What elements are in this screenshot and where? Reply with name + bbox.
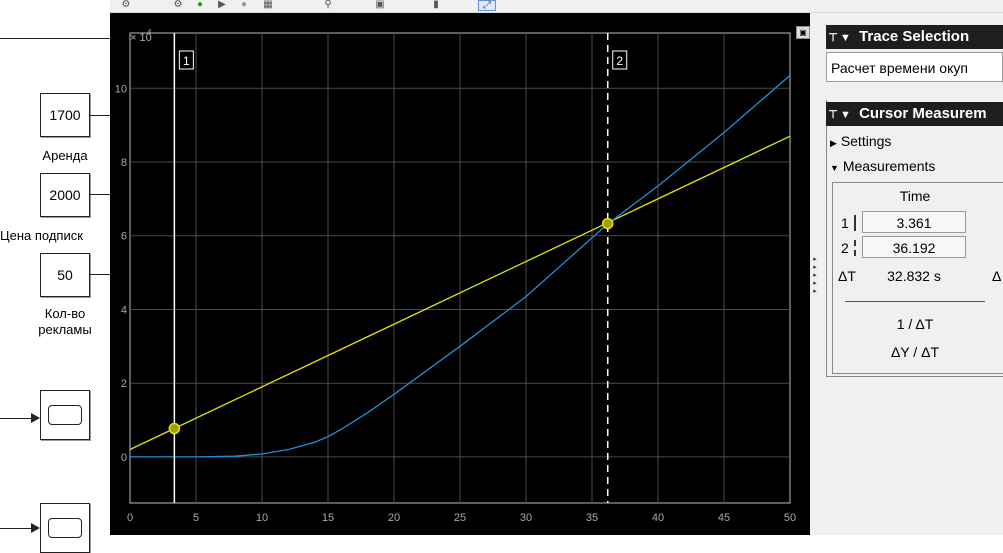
x-tick-label: 40 (652, 512, 664, 524)
measure-icon[interactable]: ⤢ (478, 0, 496, 11)
constant-block-price[interactable]: 2000 (40, 173, 90, 217)
signal-line (90, 194, 110, 195)
arrow-icon (31, 523, 40, 533)
lines (129, 74, 791, 458)
zoom-icon[interactable]: ⚲ (324, 0, 332, 9)
x-tick-label: 30 (520, 512, 532, 524)
step-icon[interactable]: ▶ (218, 0, 226, 9)
cursor-label-box[interactable] (612, 50, 628, 70)
x-tick-label: 35 (586, 512, 598, 524)
divider (845, 301, 985, 302)
x-tick-label: 20 (388, 512, 400, 524)
scope-toolbar: ⚙ ⚙ ● ▶ ● ▦ ⚲ ▣ ▮ ⤢ (110, 0, 1003, 13)
x-tick-label: 25 (454, 512, 466, 524)
y-tick-label: 6 (121, 231, 127, 243)
delta-t-value: 32.832 s (887, 268, 941, 284)
y-tick-label: 8 (121, 157, 127, 169)
trace-selection-header[interactable]: ⊤ ▼ Trace Selection (826, 25, 1003, 49)
constant-value: 50 (57, 267, 73, 283)
signal-line (0, 528, 34, 529)
constant-value: 1700 (49, 107, 81, 123)
cursor-label: 1 (183, 54, 190, 68)
expand-arrow-icon: ▶ (830, 138, 837, 148)
y-tick-label: 10 (115, 83, 127, 95)
step-back-icon[interactable]: ⚙ (173, 0, 183, 9)
measurements-toggle[interactable]: ▼ Measurements (830, 158, 935, 174)
cursor-label: 2 (616, 54, 623, 68)
signal-line (0, 38, 110, 39)
slope-label: ΔY / ΔT (890, 344, 939, 360)
x-tick-label: 15 (322, 512, 334, 524)
y-tick-label: 2 (121, 378, 127, 390)
pin-icon[interactable]: ⊤ (828, 109, 838, 121)
block-label: рекламы (38, 322, 92, 337)
grid (129, 32, 791, 504)
collapse-icon[interactable]: ▼ (840, 32, 851, 44)
stop-icon[interactable]: ● (240, 0, 248, 9)
expand-icon[interactable]: ▣ (796, 26, 810, 39)
cursor-label-box[interactable] (178, 50, 194, 70)
axis-exponent-power: 4 (147, 28, 152, 37)
constant-value: 2000 (49, 187, 81, 203)
cursor1-solid-icon (854, 215, 856, 231)
cursor1-index: 1 (841, 215, 849, 231)
x-tick-label: 0 (127, 512, 133, 524)
cursor-marker (168, 422, 181, 435)
inverse-delta-t-label: 1 / ΔT (896, 316, 934, 332)
scope-screen-icon (48, 518, 82, 538)
cursor2-dashed-icon (854, 240, 856, 256)
scope-block[interactable] (40, 390, 90, 440)
settings-toggle[interactable]: ▶ Settings (830, 133, 891, 149)
run-icon[interactable]: ● (196, 0, 204, 9)
block-label: Аренда (42, 148, 88, 163)
y-tick-label: 0 (121, 452, 127, 464)
collapse-icon[interactable]: ▼ (840, 109, 851, 121)
scope-block[interactable] (40, 503, 90, 553)
block-label: Цена подписк (0, 228, 83, 243)
arrow-icon (31, 413, 40, 423)
block-label: Кол-во (44, 306, 86, 321)
cursor-icon[interactable]: ▮ (433, 0, 439, 9)
trace-selection-box[interactable]: Расчет времени окуп (826, 52, 1003, 82)
x-tick-label: 45 (718, 512, 730, 524)
autoscale-icon[interactable]: ▣ (375, 0, 385, 9)
y-tick-label: 4 (121, 304, 127, 316)
scope-window: ⚙ ⚙ ● ▶ ● ▦ ⚲ ▣ ▮ ⤢ 0 5 10 15 20 25 30 35 40 45 50… (110, 0, 1003, 535)
signal-line (90, 115, 110, 116)
x-tick-label: 5 (193, 512, 199, 524)
ticks: 0 5 10 15 20 25 30 35 40 45 50 0 2 4 6 8 10 (115, 83, 796, 524)
collapse-arrow-icon: ▼ (830, 163, 839, 173)
cursor-measurements-header[interactable]: ⊤ ▼ Cursor Measurem (826, 102, 1003, 126)
x-tick-label: 50 (784, 512, 796, 524)
cursor-measurements-title: Cursor Measurem (859, 105, 987, 122)
layout-icon[interactable]: ▦ (263, 0, 273, 9)
x-tick-label: 10 (256, 512, 268, 524)
time-column-header: Time (899, 188, 931, 204)
constant-block-rent[interactable]: 1700 (40, 93, 90, 137)
delta-y-label: Δ (992, 268, 1002, 284)
signal-line (90, 274, 110, 275)
measurements-label: Measurements (842, 158, 936, 174)
delta-t-label: ΔT (838, 268, 856, 284)
scope-screen-icon (48, 405, 82, 425)
series-line-1 (129, 135, 791, 451)
trace-selection-title: Trace Selection (859, 28, 970, 45)
settings-label: Settings (840, 133, 892, 149)
cursor2-time-field[interactable]: 36.192 (862, 236, 966, 258)
gear-icon[interactable]: ⚙ (121, 0, 131, 9)
cursor2-index: 2 (841, 240, 849, 256)
pin-icon[interactable]: ⊤ (828, 32, 838, 44)
cursor1-time-field[interactable]: 3.361 (862, 211, 966, 233)
constant-block-ads[interactable]: 50 (40, 253, 90, 297)
panel-toggle-arrows-icon[interactable]: ▸▸▸▸▸ (811, 255, 818, 295)
model-canvas: 1700 Аренда 2000 Цена подписк 50 Кол-во … (0, 0, 110, 553)
signal-line (0, 418, 34, 419)
series-line-2 (130, 74, 791, 458)
cursor-marker (601, 217, 614, 230)
axis-exponent-label: × 10 (130, 32, 152, 44)
trace-selection-value: Расчет времени окуп (831, 60, 968, 76)
